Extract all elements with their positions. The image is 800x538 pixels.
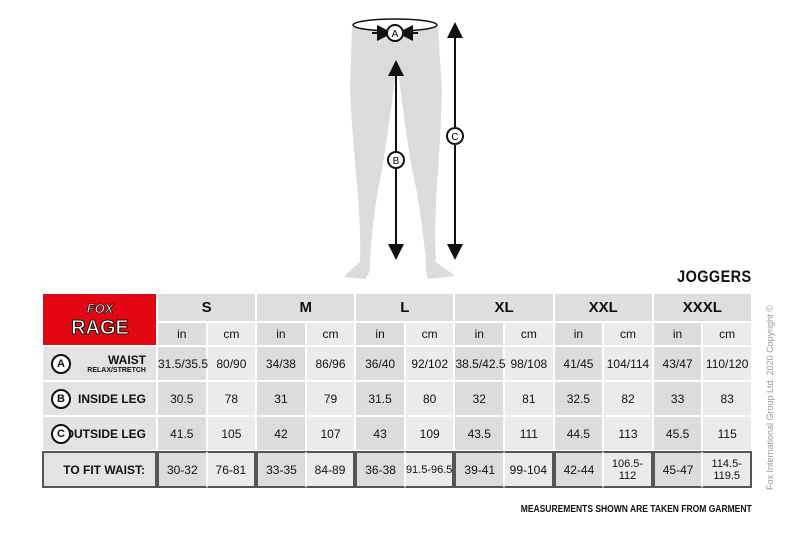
table-cell: 109 bbox=[404, 416, 455, 451]
fox-rage-logo: FOX RAGE bbox=[42, 293, 157, 346]
size-header-xxl: XXL bbox=[553, 293, 653, 322]
fit-waist-label: TO FIT WAIST: bbox=[42, 451, 157, 488]
table-cell: 32 bbox=[454, 381, 505, 416]
table-cell: 38.5/42.5 bbox=[454, 346, 506, 381]
table-cell: 82 bbox=[603, 381, 653, 416]
svg-text:C: C bbox=[451, 132, 458, 143]
table-cell: 84-89 bbox=[305, 451, 356, 488]
row-label-text: OUTSIDE LEG bbox=[64, 426, 146, 441]
table-cell: 45.5 bbox=[652, 416, 703, 451]
table-cell: 36/40 bbox=[355, 346, 405, 381]
table-cell: 115 bbox=[702, 416, 752, 451]
table-row: C OUTSIDE LEG 41.5 105 42 107 43 109 43.5 111 44.5… bbox=[42, 416, 752, 451]
table-cell: 86/96 bbox=[305, 346, 356, 381]
table-cell: 39-41 bbox=[454, 451, 505, 488]
table-cell: 104/114 bbox=[603, 346, 653, 381]
table-cell: 33-35 bbox=[256, 451, 306, 488]
table-cell: 80/90 bbox=[206, 346, 257, 381]
row-label: A WAIST RELAX/STRETCH bbox=[42, 346, 157, 381]
table-cell: 43 bbox=[355, 416, 405, 451]
table-cell: 41/45 bbox=[553, 346, 604, 381]
row-label-text: INSIDE LEG bbox=[77, 391, 146, 406]
table-cell: 78 bbox=[206, 381, 257, 416]
table-cell: 44.5 bbox=[553, 416, 604, 451]
svg-text:B: B bbox=[393, 156, 400, 167]
row-label: B INSIDE LEG bbox=[42, 381, 157, 416]
size-header-m: M bbox=[256, 293, 356, 322]
table-cell: 99-104 bbox=[504, 451, 554, 488]
marker-b-icon: B bbox=[387, 151, 405, 169]
table-cell: 31 bbox=[256, 381, 306, 416]
unit-in: in bbox=[553, 322, 604, 346]
unit-in: in bbox=[454, 322, 505, 346]
table-cell: 80 bbox=[404, 381, 455, 416]
table-cell: 111 bbox=[504, 416, 554, 451]
unit-cm: cm bbox=[305, 322, 356, 346]
table-cell: 32.5 bbox=[553, 381, 604, 416]
copyright: Fox International Group Ltd. 2020 Copyri… bbox=[765, 305, 775, 490]
table-cell: 36-38 bbox=[355, 451, 405, 488]
table-cell: 31.5 bbox=[355, 381, 405, 416]
table-cell: 41.5 bbox=[157, 416, 207, 451]
size-header-xl: XL bbox=[454, 293, 554, 322]
table-cell: 76-81 bbox=[206, 451, 257, 488]
svg-text:RAGE: RAGE bbox=[71, 317, 129, 338]
unit-in: in bbox=[157, 322, 207, 346]
unit-in: in bbox=[256, 322, 306, 346]
joggers-figure: A B C bbox=[344, 18, 464, 279]
table-cell: 92/102 bbox=[404, 346, 455, 381]
size-header-xxxl: XXXL bbox=[652, 293, 752, 322]
svg-text:A: A bbox=[392, 29, 399, 40]
table-cell: 110/120 bbox=[702, 346, 752, 381]
table-cell: 33 bbox=[652, 381, 703, 416]
table-row: A WAIST RELAX/STRETCH 31.5/35.5 80/90 34/38 86… bbox=[42, 346, 752, 381]
marker-a-icon: A bbox=[51, 353, 71, 374]
table-cell: 79 bbox=[305, 381, 356, 416]
table-cell: 113 bbox=[603, 416, 653, 451]
size-header-s: S bbox=[157, 293, 257, 322]
fit-waist-row: TO FIT WAIST: 30-32 76-81 33-35 84-89 36-38 91… bbox=[42, 451, 752, 488]
table-cell: 31.5/35.5 bbox=[157, 346, 208, 381]
size-table: FOX RAGE S M L XL XXL XXXL in cm in cm in cm in cm in cm i… bbox=[42, 293, 752, 488]
table-cell: 42 bbox=[256, 416, 306, 451]
marker-c-icon: C bbox=[51, 423, 71, 444]
table-cell: 105 bbox=[206, 416, 257, 451]
svg-text:FOX: FOX bbox=[86, 301, 114, 316]
table-cell: 81 bbox=[504, 381, 554, 416]
size-header-l: L bbox=[355, 293, 455, 322]
table-cell: 34/38 bbox=[256, 346, 306, 381]
table-cell: 83 bbox=[702, 381, 752, 416]
table-cell: 106.5-112 bbox=[603, 451, 653, 488]
unit-in: in bbox=[652, 322, 703, 346]
product-title: JOGGERS bbox=[677, 267, 752, 286]
table-cell: 98/108 bbox=[504, 346, 554, 381]
table-cell: 30-32 bbox=[157, 451, 207, 488]
table-cell: 43.5 bbox=[454, 416, 505, 451]
table-cell: 30.5 bbox=[157, 381, 207, 416]
unit-cm: cm bbox=[504, 322, 554, 346]
marker-a-icon: A bbox=[386, 24, 404, 42]
table-row: B INSIDE LEG 30.5 78 31 79 31.5 80 32 81 32.5 82 33 8… bbox=[42, 381, 752, 416]
table-cell: 45-47 bbox=[652, 451, 703, 488]
unit-cm: cm bbox=[404, 322, 455, 346]
table-cell: 114.5-119.5 bbox=[702, 451, 752, 488]
unit-cm: cm bbox=[702, 322, 752, 346]
marker-b-icon: B bbox=[51, 388, 71, 409]
legs-silhouette bbox=[344, 27, 455, 279]
measurement-note: MEASUREMENTS SHOWN ARE TAKEN FROM GARMEN… bbox=[521, 504, 752, 515]
table-cell: 91.5-96.5 bbox=[404, 451, 455, 488]
table-cell: 43/47 bbox=[652, 346, 703, 381]
row-label: C OUTSIDE LEG bbox=[42, 416, 157, 451]
marker-c-icon: C bbox=[446, 127, 464, 145]
unit-cm: cm bbox=[603, 322, 653, 346]
table-cell: 107 bbox=[305, 416, 356, 451]
row-label-text: WAIST bbox=[108, 353, 146, 367]
row-sublabel: RELAX/STRETCH bbox=[87, 367, 146, 374]
unit-cm: cm bbox=[206, 322, 257, 346]
unit-in: in bbox=[355, 322, 405, 346]
table-cell: 42-44 bbox=[553, 451, 604, 488]
